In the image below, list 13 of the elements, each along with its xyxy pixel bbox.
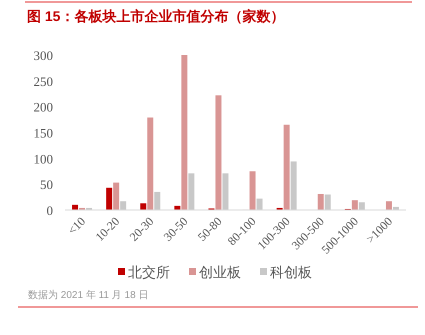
legend-label: 北交所 [128, 264, 170, 280]
text: 数据为 2021 年 11 月 18 日 [28, 289, 148, 301]
legend-label: 创业板 [199, 264, 241, 280]
x-tick-label: <10 [64, 214, 88, 238]
legend-label: 科创板 [270, 264, 312, 280]
y-tick-label: 50 [40, 177, 53, 192]
y-tick-label: 150 [34, 126, 53, 140]
y-tick-label: 100 [34, 151, 53, 166]
chart-title: 图 15：各板块上市企业市值分布（家数） [27, 8, 284, 24]
y-tick-label: 300 [34, 48, 53, 63]
y-tick-label: 250 [34, 74, 53, 89]
y-tick-label: 0 [46, 203, 53, 218]
y-tick-label: 200 [34, 100, 53, 115]
